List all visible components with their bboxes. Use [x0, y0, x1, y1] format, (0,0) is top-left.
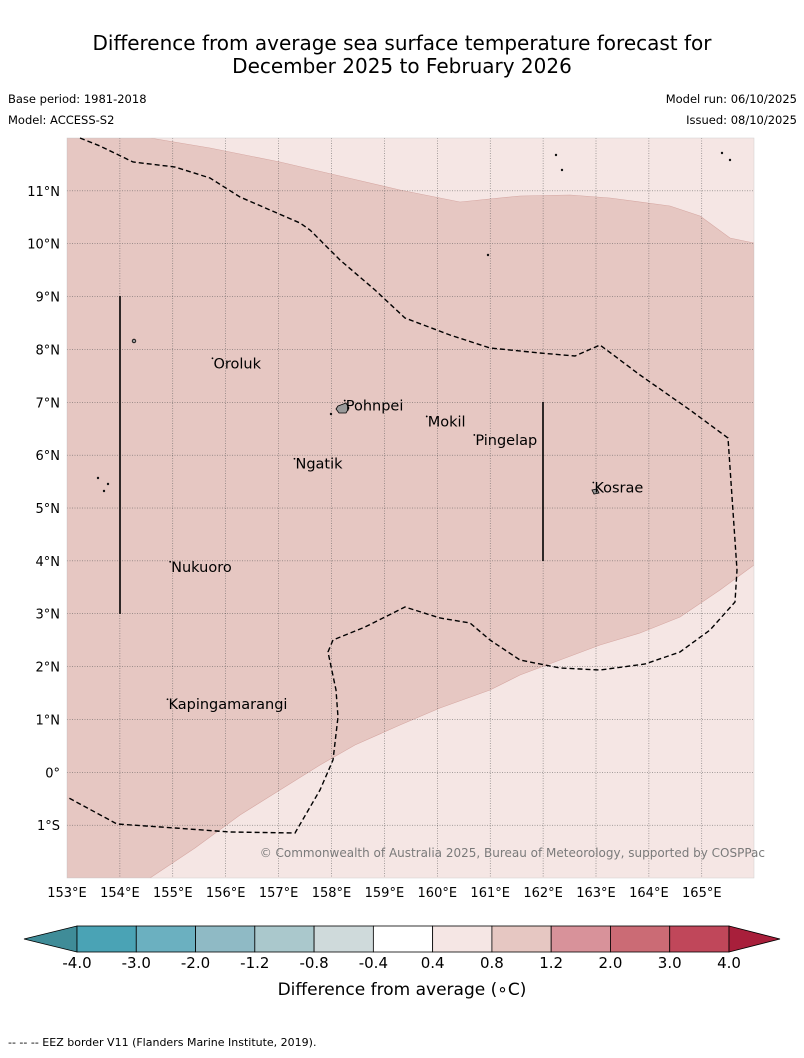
x-tick-label: 162°E — [523, 886, 563, 901]
colorbar-legend: -4.0 -3.0 -2.0 -1.2 -0.8 -0.4 0.4 0.8 1.2 2.0 3.0 4… — [23, 925, 781, 972]
y-tick-label: 8°N — [36, 343, 61, 358]
colorbar-segment — [432, 925, 493, 953]
title-line-2: December 2025 to February 2026 — [232, 54, 572, 78]
y-tick-label: 0° — [45, 766, 60, 781]
colorbar-title: Difference from average (∘C) — [277, 980, 527, 1000]
x-tick-label: 155°E — [153, 886, 193, 901]
islands — [96, 151, 732, 495]
issued-date: Issued: 08/10/2025 — [686, 113, 797, 127]
pohnpei-island-shape — [335, 402, 350, 414]
colorbar-tick-label: -4.0 — [62, 954, 91, 972]
x-tick-label: 159°E — [365, 886, 405, 901]
eez-borders — [66, 137, 738, 834]
axis-ticks: 153°E 154°E 155°E 156°E 157°E 158°E 159°E 160°E… — [27, 185, 721, 901]
x-tick-label: 157°E — [259, 886, 299, 901]
colorbar-tick-label: -3.0 — [122, 954, 151, 972]
colorbar-segment — [135, 925, 196, 953]
place-dot — [473, 434, 476, 436]
x-tick-label: 165°E — [682, 886, 722, 901]
colorbar-segment — [372, 925, 434, 953]
x-tick-label: 156°E — [206, 886, 246, 901]
colorbar-segment — [313, 925, 374, 953]
colorbar-tick-label: 0.8 — [480, 954, 504, 972]
small-islet — [486, 253, 490, 257]
title-line-1: Difference from average sea surface temp… — [92, 31, 712, 55]
place-dot — [211, 357, 214, 360]
y-tick-label: 4°N — [36, 555, 61, 570]
small-islet — [560, 168, 564, 172]
colorbar-tick-label: 3.0 — [658, 954, 682, 972]
y-tick-label: 11°N — [27, 185, 60, 200]
x-tick-label: 164°E — [629, 886, 669, 901]
model-name: Model: ACCESS-S2 — [8, 113, 115, 127]
colorbar-extend-high — [728, 925, 781, 953]
y-tick-label: 7°N — [36, 396, 61, 411]
colorbar-segment — [254, 925, 315, 953]
x-tick-label: 153°E — [47, 886, 87, 901]
sst-map: Oroluk Pohnpei Mokil Pingelap Ngatik Kosrae Nu… — [27, 137, 765, 901]
x-tick-label: 161°E — [470, 886, 510, 901]
small-islet — [96, 476, 100, 480]
colorbar-extend-low — [23, 925, 78, 953]
eez-footnote: -- -- -- EEZ border V11 (Flanders Marine… — [8, 1036, 317, 1049]
x-tick-label: 160°E — [418, 886, 458, 901]
colorbar-tick-label: 1.2 — [539, 954, 563, 972]
place-label: Mokil — [428, 414, 466, 430]
small-islet — [106, 482, 110, 486]
place-label: Oroluk — [213, 356, 261, 372]
place-dot — [343, 399, 346, 402]
place-label: Pohnpei — [346, 399, 404, 415]
copyright-notice: © Commonwealth of Australia 2025, Bureau… — [260, 846, 765, 860]
place-label: Kosrae — [594, 481, 643, 497]
place-dot — [166, 698, 169, 701]
small-islet — [329, 412, 333, 416]
kosrae-island-shape — [591, 488, 600, 495]
y-tick-label: 9°N — [36, 291, 61, 306]
y-tick-label: 10°N — [27, 238, 60, 253]
place-labels: Oroluk Pohnpei Mokil Pingelap Ngatik Kosrae Nu… — [166, 356, 643, 713]
colorbar-tick-label: -0.4 — [359, 954, 388, 972]
place-dot — [293, 457, 296, 460]
small-islet — [720, 151, 724, 155]
eez-border-north — [66, 137, 738, 834]
place-label: Ngatik — [295, 457, 343, 473]
x-tick-label: 154°E — [100, 886, 140, 901]
x-tick-label: 158°E — [312, 886, 352, 901]
place-label: Pingelap — [475, 433, 537, 449]
longitude-markers — [119, 296, 544, 614]
colorbar-segment — [76, 925, 137, 953]
colorbar-segment — [550, 925, 611, 953]
place-dot — [592, 481, 595, 484]
base-period: Base period: 1981-2018 — [8, 92, 147, 106]
colorbar-tick-label: -1.2 — [240, 954, 269, 972]
small-islet — [102, 489, 106, 493]
small-islet — [554, 153, 558, 157]
y-tick-label: 6°N — [36, 449, 61, 464]
small-islet — [728, 158, 732, 162]
x-tick-label: 163°E — [576, 886, 616, 901]
small-islet — [131, 338, 137, 344]
place-label: Nukuoro — [171, 560, 232, 576]
colorbar-tick-label: 0.4 — [421, 954, 445, 972]
colorbar-segment — [195, 925, 256, 953]
y-tick-label: 2°N — [36, 661, 61, 676]
colorbar-segment — [610, 925, 671, 953]
y-tick-label: 3°N — [36, 608, 61, 623]
model-run: Model run: 06/10/2025 — [665, 92, 797, 106]
place-dot — [425, 415, 428, 418]
colorbar-tick-label: -2.0 — [181, 954, 210, 972]
y-tick-label: 1°S — [37, 819, 60, 834]
colorbar-segment — [669, 925, 730, 953]
colorbar-tick-label: 2.0 — [599, 954, 623, 972]
place-dot — [169, 560, 172, 563]
chart-title: Difference from average sea surface temp… — [0, 32, 804, 78]
map-frame — [66, 137, 755, 879]
y-tick-label: 5°N — [36, 502, 61, 517]
colorbar-segment — [491, 925, 552, 953]
colorbar-tick-label: 4.0 — [717, 954, 741, 972]
colorbar-tick-label: -0.8 — [299, 954, 328, 972]
place-label: Kapingamarangi — [169, 697, 288, 713]
y-tick-label: 1°N — [36, 713, 61, 728]
